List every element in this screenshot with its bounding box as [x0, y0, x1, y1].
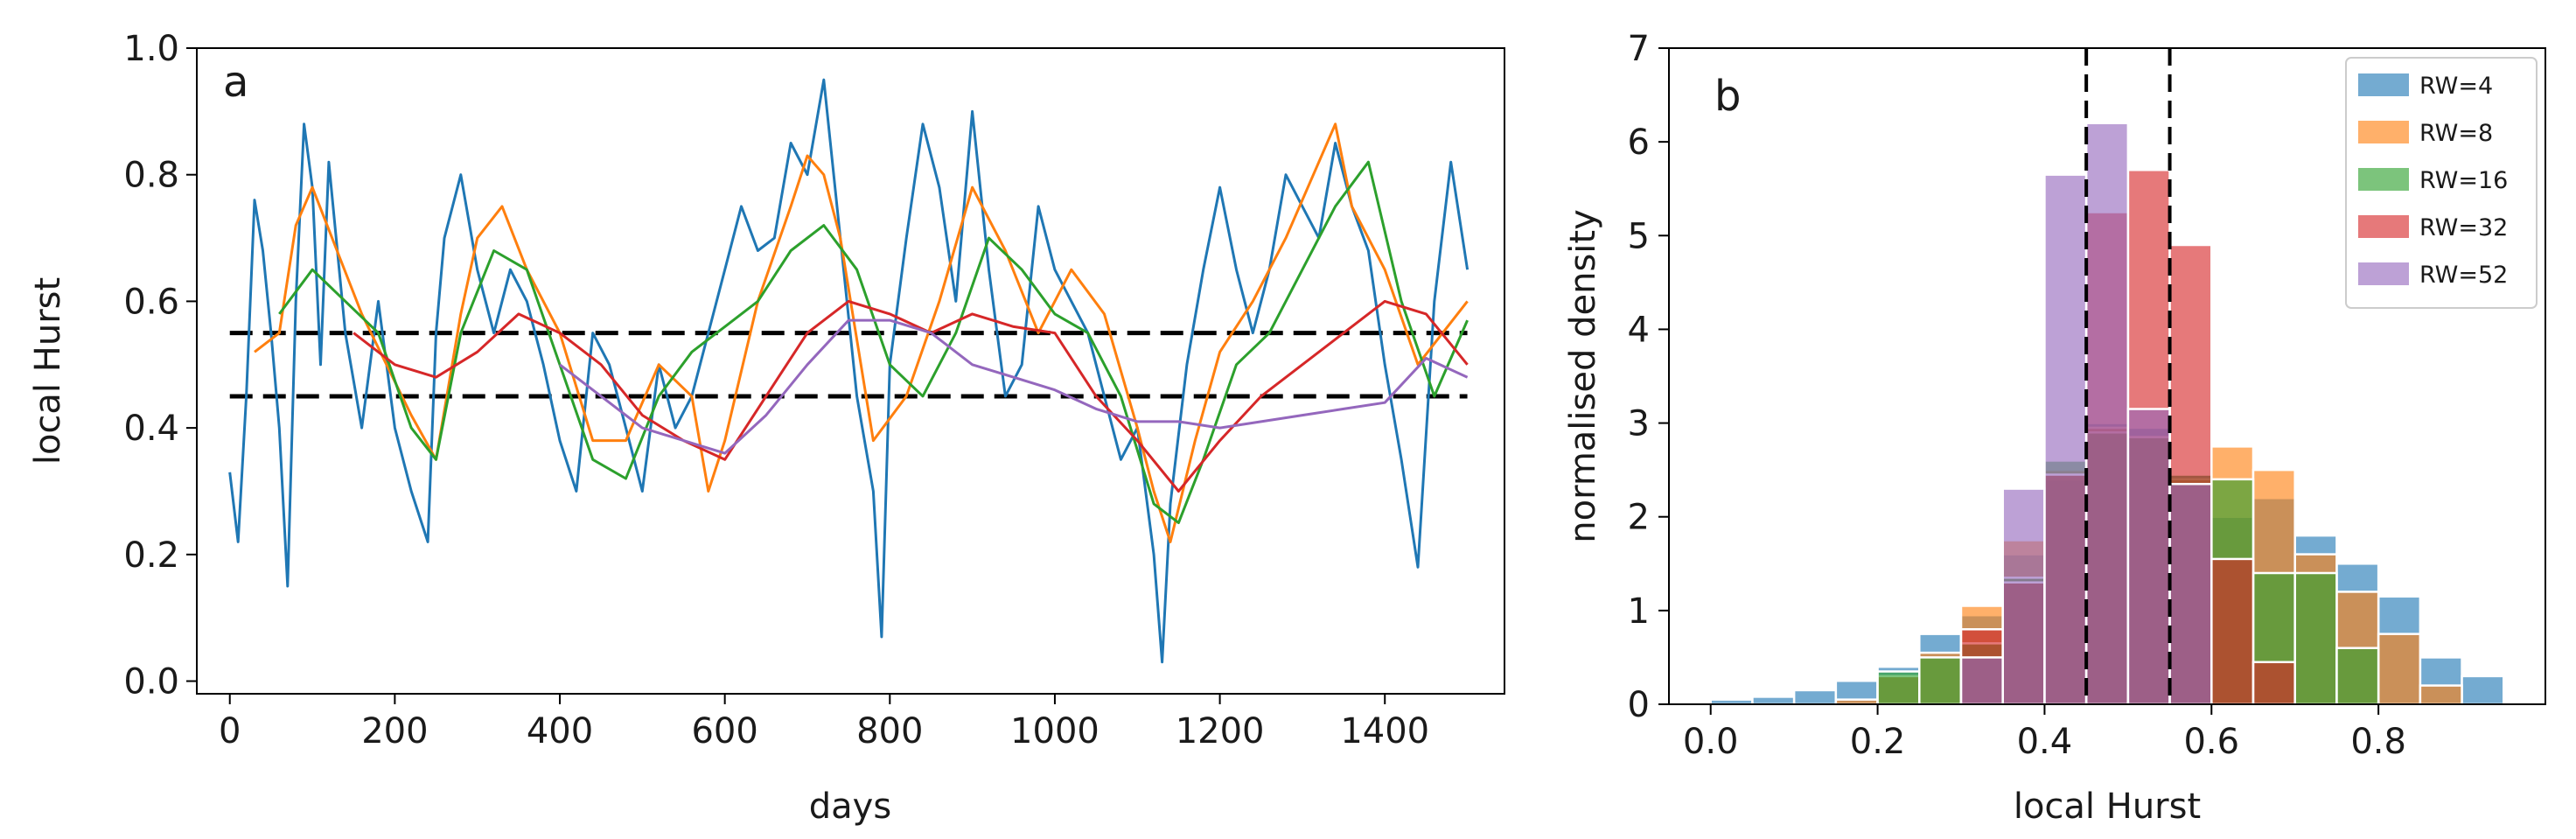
- panel-b-plot-frame: [1668, 47, 2546, 705]
- panel-b-y-axis-label: normalised density: [1563, 209, 1603, 542]
- panel-a-x-tick-label: 400: [527, 711, 593, 752]
- panel-b-y-tick-label: 1: [1628, 591, 1650, 632]
- panel-a-x-tick-label: 800: [856, 711, 923, 752]
- panel-a-series-rw-8: [254, 122, 1469, 543]
- panel-b-y-tick-label: 4: [1628, 310, 1650, 350]
- panel-a-series-rw-32: [353, 299, 1469, 493]
- panel-a-label: a: [223, 58, 248, 107]
- legend-swatch-rw-52: [2358, 262, 2409, 285]
- panel-b-bar-rw-52: [2043, 173, 2088, 706]
- panel-b-bar-rw-4: [2461, 675, 2505, 706]
- panel-a-y-axis-label: local Hurst: [28, 277, 68, 465]
- panel-a-y-tick-label: 0.2: [123, 535, 179, 576]
- panel-b-x-tick-label: 0.6: [2183, 722, 2239, 762]
- legend-label-rw-32: RW=32: [2419, 214, 2508, 241]
- panel-b-bar-rw-32: [2210, 557, 2255, 706]
- panel-b-x-tick-label: 0.4: [2017, 722, 2073, 762]
- panel-b-legend: RW=4 RW=8 RW=16 RW=32 RW=52: [2345, 57, 2538, 309]
- panel-b-bar-rw-8: [2377, 633, 2422, 706]
- panel-b-label: b: [1714, 72, 1741, 121]
- legend-label-rw-4: RW=4: [2419, 73, 2493, 100]
- panel-b-bar-rw-4: [1751, 696, 1796, 706]
- panel-a-y-tick-label: 0.4: [123, 409, 179, 449]
- panel-a-y-tick-label: 0.0: [123, 662, 179, 703]
- panel-a-line-chart: 0 200 400 600 800 1000 1200 1400 0.0 0.2 0.4 0.6 0.…: [28, 29, 1505, 827]
- legend-label-rw-16: RW=16: [2419, 167, 2508, 194]
- panel-a-series-rw-52: [559, 318, 1469, 455]
- panel-b-bar-rw-8: [2419, 684, 2463, 706]
- panel-b-bar-rw-52: [2126, 408, 2171, 706]
- panel-a-y-tick-label: 1.0: [123, 29, 179, 69]
- legend-swatch-rw-4: [2358, 73, 2409, 96]
- panel-a-x-tick-label: 0: [219, 711, 241, 752]
- panel-b-bar-rw-52: [2084, 122, 2130, 706]
- panel-a-series-rw-16: [278, 160, 1469, 525]
- panel-b-y-tick-label: 3: [1628, 404, 1650, 444]
- panel-b-x-axis-label: local Hurst: [2014, 787, 2201, 827]
- panel-a-series-rw-4: [228, 78, 1470, 664]
- panel-b-bar-rw-52: [2001, 487, 2046, 706]
- panel-b-bar-rw-16: [2335, 647, 2380, 706]
- panel-b-x-tick-label: 0.2: [1850, 722, 1906, 762]
- panel-b-y-tick-label: 6: [1628, 122, 1650, 163]
- panel-a-x-axis-label: days: [809, 787, 891, 827]
- panel-a-x-tick-label: 1000: [1010, 711, 1100, 752]
- panel-b-x-tick-label: 0.0: [1683, 722, 1739, 762]
- panel-a-x-tick-label: 200: [361, 711, 428, 752]
- panel-a-plot-frame: [196, 47, 1505, 695]
- panel-b-bar-rw-32: [2251, 661, 2296, 706]
- legend-label-rw-52: RW=52: [2419, 262, 2508, 289]
- panel-b-bar-rw-52: [1959, 656, 2004, 706]
- panel-b-y-tick-label: 2: [1628, 498, 1650, 538]
- panel-a-y-tick-label: 0.6: [123, 282, 179, 322]
- panel-b-bar-rw-16: [1918, 656, 1963, 706]
- panel-b-bar-rw-16: [2293, 571, 2338, 706]
- legend-swatch-rw-32: [2358, 215, 2409, 238]
- panel-b-y-tick-label: 0: [1628, 685, 1650, 725]
- panel-b-bar-rw-52: [2168, 482, 2213, 706]
- legend-label-rw-8: RW=8: [2419, 120, 2493, 147]
- panel-a-x-tick-label: 1400: [1340, 711, 1429, 752]
- panel-b-bar-rw-4: [1792, 689, 1838, 706]
- panel-a-x-tick-label: 600: [691, 711, 757, 752]
- panel-b-y-tick-label: 5: [1628, 216, 1650, 256]
- legend-swatch-rw-16: [2358, 168, 2409, 191]
- panel-b-bar-rw-16: [1876, 670, 1921, 706]
- panel-a-x-tick-label: 1200: [1176, 711, 1265, 752]
- panel-b-histogram: 0.0 0.2 0.4 0.6 0.8 0 1 2 3 4 5 6 7 b local Hurst n…: [1563, 29, 2546, 827]
- legend-swatch-rw-8: [2358, 121, 2409, 143]
- panel-b-x-tick-label: 0.8: [2350, 722, 2406, 762]
- legend-box: [2345, 57, 2538, 309]
- panel-b-y-tick-label: 7: [1628, 29, 1650, 69]
- panel-a-y-tick-label: 0.8: [123, 156, 179, 196]
